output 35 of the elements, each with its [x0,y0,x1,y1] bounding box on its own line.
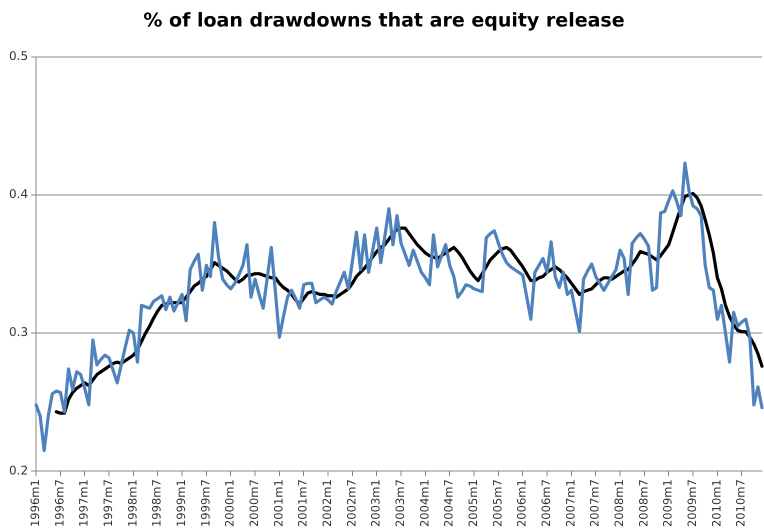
x-tick-label: 2006m1 [514,479,529,528]
x-tick-label: 2007m7 [588,479,602,528]
x-tick-label: 2005m1 [466,479,480,528]
y-tick-label: 0.4 [8,187,28,202]
x-tick-label: 2004m1 [417,479,432,528]
x-tick-label: 1998m7 [150,479,164,528]
x-tick-label: 2003m7 [393,479,408,528]
x-tick-label: 1996m7 [52,479,66,528]
x-tick-label: 1997m1 [76,479,91,528]
x-tick-label: 2005m7 [490,479,504,528]
x-tick-label: 1999m7 [198,479,212,528]
x-tick-label: 2002m1 [320,479,334,528]
x-tick-label: 2009m7 [685,479,700,528]
x-tick-label: 2001m1 [271,479,286,528]
x-tick-label: 2000m7 [247,479,262,528]
x-tick-label: 2010m7 [734,479,748,528]
x-tick-label: 2003m1 [368,479,383,528]
x-tick-label: 2007m1 [563,479,578,528]
x-tick-label: 2006m7 [539,479,554,528]
chart-title: % of loan drawdowns that are equity release [143,9,625,32]
x-tick-label: 1997m7 [101,479,116,528]
y-tick-label: 0.2 [8,463,28,478]
x-tick-label: 2000m1 [222,479,237,528]
x-tick-label: 2009m1 [660,479,675,528]
x-tick-label: 1998m1 [125,479,140,528]
x-tick-label: 2008m7 [636,479,650,528]
x-tick-label: 2001m7 [296,479,310,528]
x-tick-label: 2008m1 [612,479,626,528]
x-tick-label: 2004m7 [442,479,456,528]
x-tick-label: 2002m7 [344,479,358,528]
y-tick-label: 0.5 [8,48,28,63]
x-tick-label: 1999m1 [174,479,188,528]
x-tick-label: 2010m1 [709,479,724,528]
x-tick-label: 1996m1 [28,479,42,528]
y-tick-label: 0.3 [8,325,28,340]
